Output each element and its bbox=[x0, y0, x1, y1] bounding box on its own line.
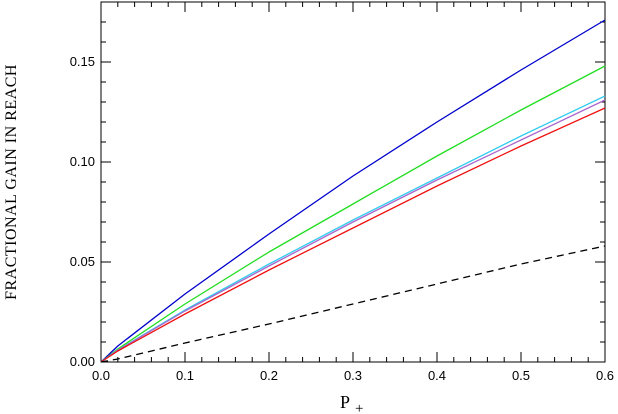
series-line-4 bbox=[100, 99, 606, 363]
x-axis-label: P bbox=[340, 392, 351, 412]
series-lines bbox=[100, 19, 606, 363]
y-tick-label: 0.00 bbox=[70, 354, 95, 369]
x-tick-label: 0.6 bbox=[596, 368, 614, 383]
x-tick-label: 0.1 bbox=[176, 368, 194, 383]
axis-ticks bbox=[100, 1, 606, 363]
tick-labels: 0.0 0.1 0.2 0.3 0.4 0.5 0.6 0.00 0.05 0.10 0.15 bbox=[70, 54, 614, 383]
x-tick-label: 0.2 bbox=[260, 368, 278, 383]
x-axis-subscript: + bbox=[355, 401, 364, 414]
y-axis-title: FRACTIONAL GAIN IN REACH bbox=[3, 64, 20, 300]
plot-frame bbox=[100, 1, 606, 363]
series-line-5 bbox=[100, 107, 606, 363]
x-tick-label: 0.5 bbox=[512, 368, 530, 383]
x-tick-label: 0.3 bbox=[344, 368, 362, 383]
x-tick-label: 0.0 bbox=[92, 368, 110, 383]
x-axis-title: P + bbox=[340, 392, 364, 414]
series-line-1 bbox=[100, 19, 606, 363]
series-line-2 bbox=[100, 65, 606, 363]
y-tick-label: 0.10 bbox=[70, 154, 95, 169]
x-tick-label: 0.4 bbox=[428, 368, 446, 383]
y-tick-label: 0.05 bbox=[70, 254, 95, 269]
series-line-6 bbox=[100, 245, 606, 363]
y-tick-label: 0.15 bbox=[70, 54, 95, 69]
